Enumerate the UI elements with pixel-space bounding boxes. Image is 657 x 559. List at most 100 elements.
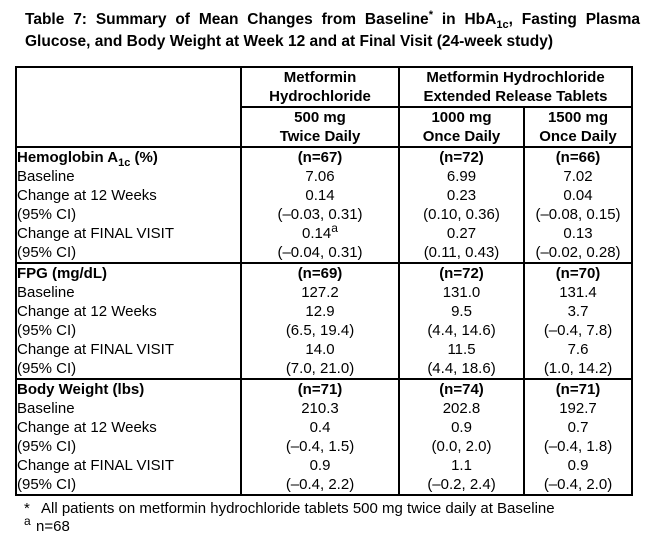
row-label: (95% CI) — [17, 360, 77, 377]
header-dose-row: 500 mg Twice Daily 1000 mg Once Daily 15… — [16, 106, 633, 148]
footnote-a: a n=68 — [24, 514, 70, 535]
value-baseline: 7.06 — [305, 168, 335, 185]
value-baseline: 192.7 — [559, 400, 597, 417]
footnote-asterisk-ref: * — [428, 8, 433, 21]
n-count: (n=67) — [297, 149, 343, 166]
value-change-12w: 0.23 — [446, 187, 477, 204]
row-label: Baseline — [17, 284, 75, 301]
section-label: Hemoglobin A1c (%) — [17, 149, 158, 169]
value-change-final: 0.14a — [302, 221, 338, 242]
title-text: in HbA — [432, 11, 497, 28]
row-label: Baseline — [17, 168, 75, 185]
n-count: (n=71) — [297, 381, 343, 398]
value-change-final: 1.1 — [451, 457, 472, 474]
row-label: Change at 12 Weeks — [17, 303, 157, 320]
row-label: (95% CI) — [17, 206, 77, 223]
value-change-final: 0.13 — [563, 225, 593, 242]
n-count: (n=72) — [439, 149, 484, 166]
value-ci-12w: (0.0, 2.0) — [431, 438, 492, 455]
value-change-12w: 0.4 — [309, 419, 331, 436]
value-ci-12w: (4.4, 14.6) — [427, 322, 496, 339]
value-change-12w: 0.9 — [451, 419, 472, 436]
row-label: Change at 12 Weeks — [17, 187, 157, 204]
value-ci-12w: (0.10, 0.36) — [423, 206, 500, 223]
section-label-cell: Body Weight (lbs) Baseline Change at 12 … — [15, 378, 242, 496]
dose-header-1500mg: 1500 mg Once Daily — [523, 106, 633, 148]
data-cell: (n=72) 6.99 0.23 (0.10, 0.36) 0.27 (0.11… — [398, 146, 525, 264]
value-change-12w: 0.7 — [567, 419, 589, 436]
n-count: (n=74) — [439, 381, 484, 398]
table-title-line-2: Glucose, and Body Weight at Week 12 and … — [25, 33, 553, 50]
value-change-12w: 0.14 — [305, 187, 335, 204]
n-count: (n=69) — [297, 265, 343, 282]
value-ci-12w: (–0.4, 1.5) — [285, 438, 355, 455]
row-label: Change at 12 Weeks — [17, 419, 157, 436]
n-count: (n=66) — [555, 149, 601, 166]
value-ci-final: (0.11, 0.43) — [423, 244, 500, 261]
value-baseline: 202.8 — [442, 400, 481, 417]
value-ci-final: (–0.4, 2.2) — [285, 476, 355, 493]
row-label: Baseline — [17, 400, 75, 417]
header-group-row: Metformin Hydrochloride Metformin Hydroc… — [15, 66, 633, 148]
value-ci-12w: (6.5, 19.4) — [285, 322, 355, 339]
title-text: Table 7: Summary of Mean Changes from Ba… — [25, 11, 429, 28]
section-label: FPG (mg/dL) — [17, 265, 107, 282]
data-cell: (n=71) 192.7 0.7 (–0.4, 1.8) 0.9 (–0.4, … — [523, 378, 633, 496]
value-change-final: 0.27 — [446, 225, 477, 242]
data-cell: (n=66) 7.02 0.04 (–0.08, 0.15) 0.13 (–0.… — [523, 146, 633, 264]
value-baseline: 7.02 — [563, 168, 593, 185]
value-change-12w: 3.7 — [567, 303, 589, 320]
value-baseline: 131.4 — [559, 284, 597, 301]
value-change-12w: 9.5 — [451, 303, 472, 320]
data-cell: (n=69) 127.2 12.9 (6.5, 19.4) 14.0 (7.0,… — [240, 262, 400, 380]
value-baseline: 127.2 — [301, 284, 339, 301]
value-change-final: 14.0 — [305, 341, 335, 358]
summary-table: Metformin Hydrochloride Metformin Hydroc… — [15, 66, 633, 496]
data-cell: (n=74) 202.8 0.9 (0.0, 2.0) 1.1 (–0.2, 2… — [398, 378, 525, 496]
footnote-asterisk: * All patients on metformin hydrochloride… — [24, 500, 647, 518]
value-ci-12w: (–0.4, 7.8) — [543, 322, 613, 339]
value-ci-final: (7.0, 21.0) — [285, 360, 355, 377]
footnote-asterisk-marker: * — [24, 500, 30, 517]
table-title: Table 7: Summary of Mean Changes from Ba… — [25, 9, 640, 53]
row-label: (95% CI) — [17, 476, 77, 493]
n-count: (n=70) — [555, 265, 601, 282]
value-ci-final: (1.0, 14.2) — [543, 360, 613, 377]
col-group-header-metformin: Metformin Hydrochloride — [240, 66, 400, 108]
value-ci-12w: (–0.03, 0.31) — [277, 206, 363, 223]
data-cell: (n=70) 131.4 3.7 (–0.4, 7.8) 7.6 (1.0, 1… — [523, 262, 633, 380]
row-label: (95% CI) — [17, 322, 77, 339]
dose-header-1000mg: 1000 mg Once Daily — [398, 106, 525, 148]
value-baseline: 210.3 — [301, 400, 339, 417]
row-label: Change at FINAL VISIT — [17, 225, 175, 242]
value-change-final: 0.9 — [567, 457, 589, 474]
value-ci-12w: (–0.4, 1.8) — [543, 438, 613, 455]
data-cell: (n=72) 131.0 9.5 (4.4, 14.6) 11.5 (4.4, … — [398, 262, 525, 380]
value-ci-final: (–0.04, 0.31) — [277, 244, 363, 261]
dose-header-500mg: 500 mg Twice Daily — [240, 106, 400, 148]
value-ci-final: (4.4, 18.6) — [427, 360, 496, 377]
value-ci-12w: (–0.08, 0.15) — [535, 206, 621, 223]
section-row-fpg: FPG (mg/dL) Baseline Change at 12 Weeks … — [15, 262, 633, 380]
row-label: Change at FINAL VISIT — [17, 341, 175, 358]
value-change-12w: 12.9 — [305, 303, 335, 320]
n-count: (n=71) — [555, 381, 601, 398]
value-change-final: 11.5 — [447, 341, 476, 358]
row-label: Change at FINAL VISIT — [17, 457, 175, 474]
footnote-asterisk-text: All patients on metformin hydrochloride … — [41, 500, 555, 517]
header-corner-cell — [15, 66, 242, 148]
footnote-a-ref: a — [331, 221, 338, 235]
value-ci-final: (–0.4, 2.0) — [543, 476, 613, 493]
document-page: { "colors": { "text": "#000000", "backgr… — [0, 9, 657, 559]
value-change-final: 7.6 — [567, 341, 589, 358]
value-ci-final: (–0.02, 0.28) — [535, 244, 621, 261]
section-label-cell: FPG (mg/dL) Baseline Change at 12 Weeks … — [15, 262, 242, 380]
value-change-final: 0.9 — [309, 457, 331, 474]
section-label: Body Weight (lbs) — [17, 381, 145, 398]
footnote-a-text: n=68 — [36, 518, 70, 535]
value-change-12w: 0.04 — [563, 187, 593, 204]
footnotes: * All patients on metformin hydrochloride… — [24, 500, 647, 536]
value-ci-final: (–0.2, 2.4) — [427, 476, 496, 493]
value-baseline: 131.0 — [442, 284, 481, 301]
section-label-cell: Hemoglobin A1c (%) Baseline Change at 12… — [15, 146, 242, 264]
